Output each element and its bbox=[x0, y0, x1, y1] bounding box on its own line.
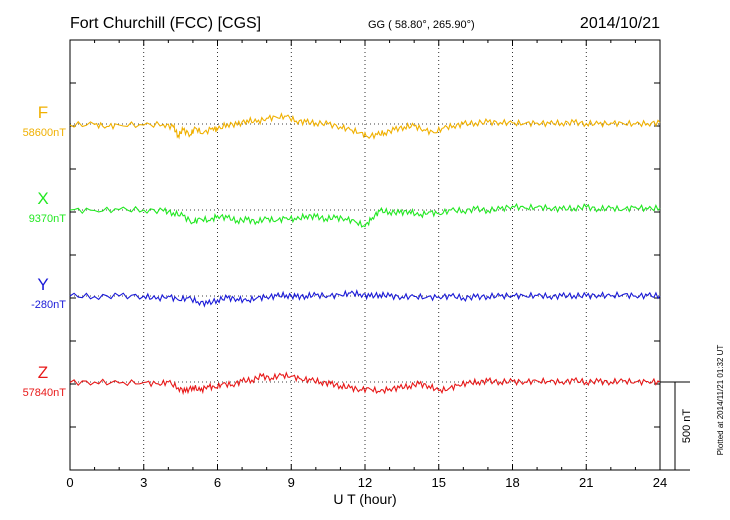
x-tick-label: 24 bbox=[653, 475, 667, 490]
series-baseline-f: 58600nT bbox=[23, 127, 67, 139]
station-coords: GG ( 58.80°, 265.90°) bbox=[368, 19, 475, 31]
series-line-f bbox=[69, 112, 661, 140]
series-labels: F 58600nT X 9370nT Y -280nT Z 57840nT bbox=[23, 103, 67, 399]
station-title: Fort Churchill (FCC) [CGS] bbox=[70, 15, 261, 32]
series-baseline-y: -280nT bbox=[31, 299, 66, 311]
series-line-y bbox=[69, 289, 661, 308]
series-name-y: Y bbox=[37, 275, 48, 294]
chart-date: 2014/10/21 bbox=[580, 15, 660, 32]
series-baseline-x: 9370nT bbox=[29, 213, 67, 225]
x-tick-label: 6 bbox=[214, 475, 221, 490]
x-tick-labels: 0 3 6 9 12 15 18 21 24 bbox=[66, 475, 667, 490]
scale-bar-label: 500 nT bbox=[681, 409, 693, 444]
series-name-f: F bbox=[38, 103, 48, 122]
x-tick-label: 12 bbox=[358, 475, 372, 490]
series-baseline-z: 57840nT bbox=[23, 387, 67, 399]
series-name-z: Z bbox=[38, 363, 48, 382]
x-tick-label: 15 bbox=[432, 475, 446, 490]
grid-lines bbox=[70, 40, 660, 470]
x-tick-label: 0 bbox=[66, 475, 73, 490]
plotted-note: Plotted at 2014/11/21 01:32 UT bbox=[716, 345, 725, 456]
x-tick-label: 3 bbox=[140, 475, 147, 490]
x-axis-label: U T (hour) bbox=[333, 491, 396, 507]
x-tick-label: 9 bbox=[288, 475, 295, 490]
series-line-z bbox=[69, 371, 661, 396]
series-name-x: X bbox=[37, 189, 48, 208]
x-tick-label: 21 bbox=[579, 475, 593, 490]
scale-bar: 500 nT bbox=[660, 381, 693, 471]
series-group bbox=[69, 112, 661, 396]
series-line-x bbox=[69, 202, 661, 228]
x-tick-label: 18 bbox=[505, 475, 519, 490]
axis-ticks bbox=[69, 40, 661, 470]
